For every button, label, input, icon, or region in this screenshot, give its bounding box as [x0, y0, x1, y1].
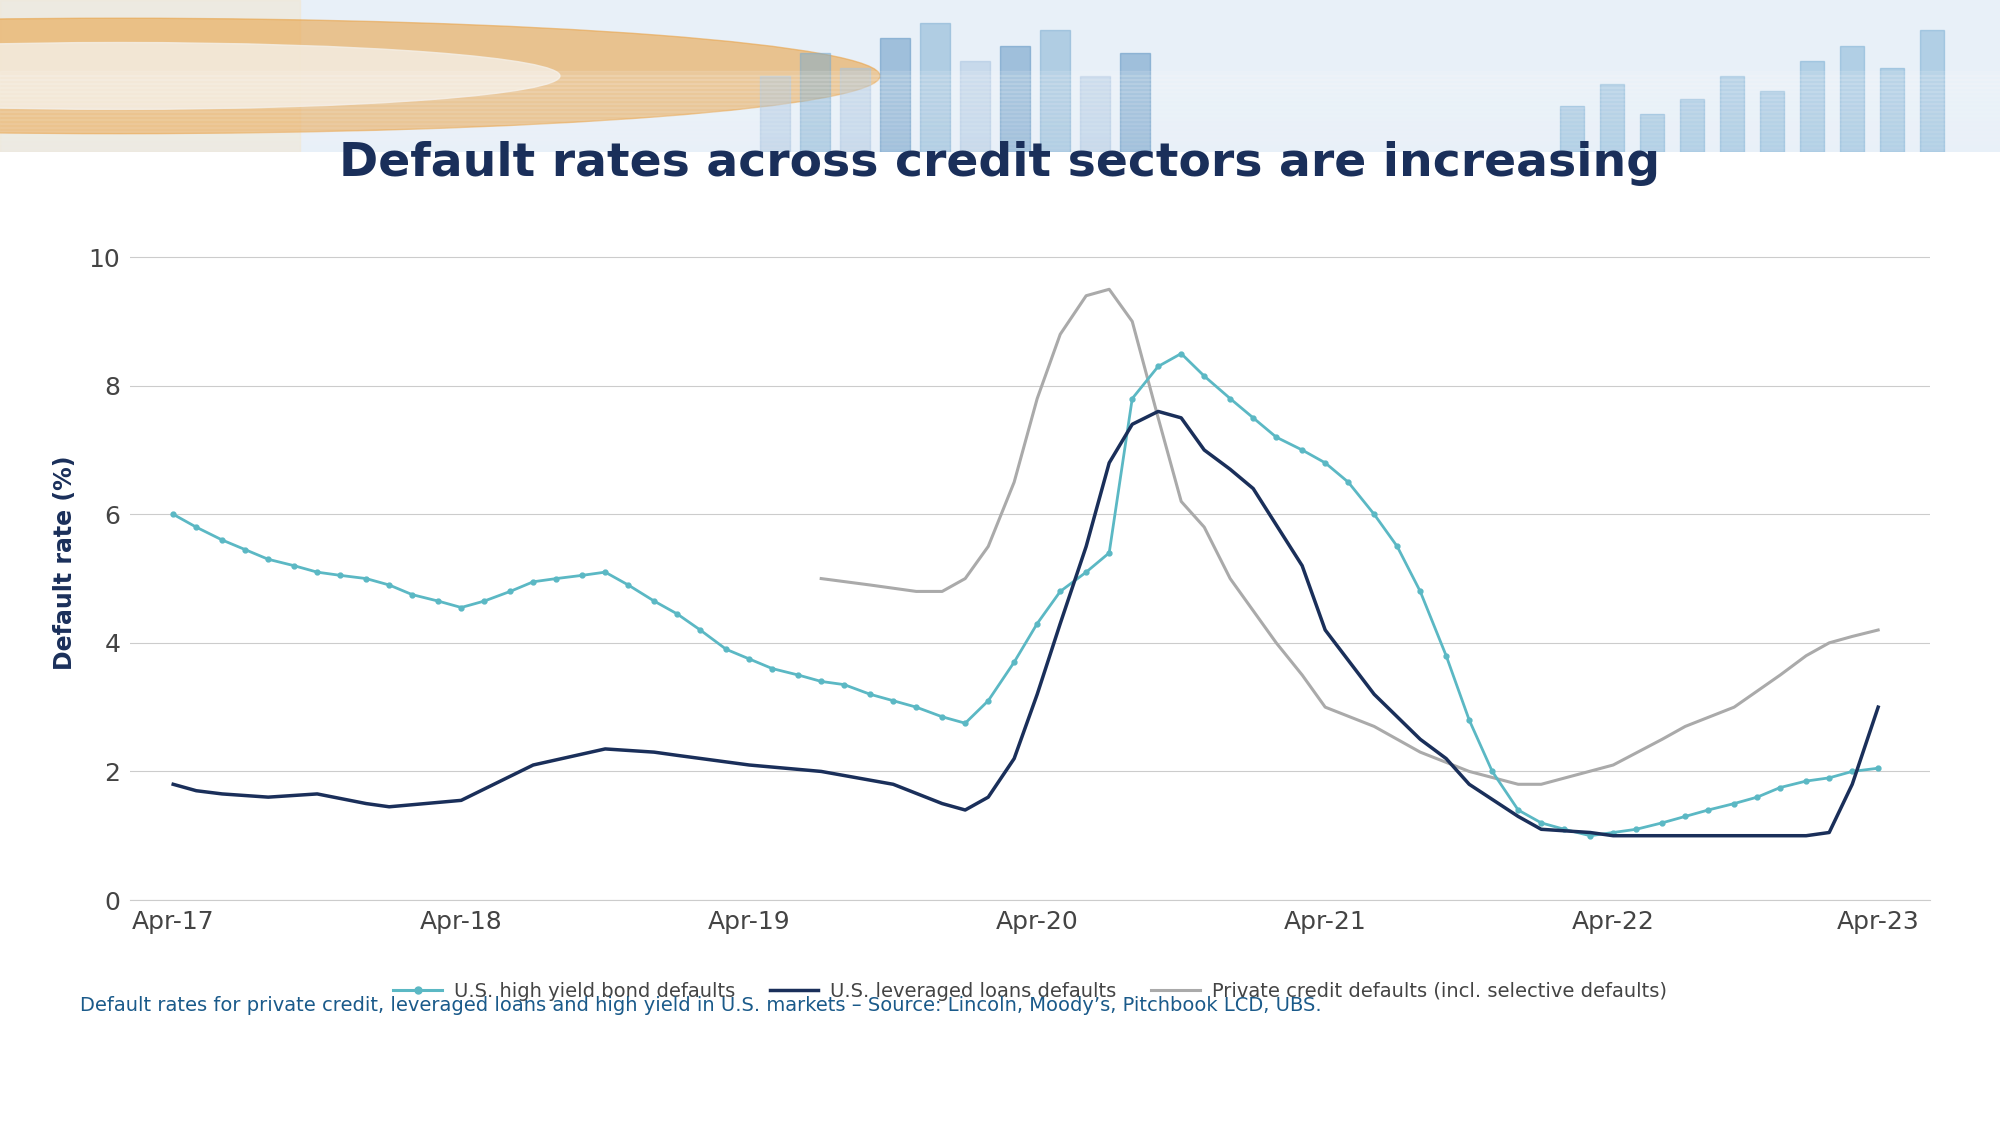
Bar [0, 83, 2000, 88]
Bar [840, 69, 870, 152]
Bar [0, 140, 2000, 144]
Text: Default rates for private credit, leveraged loans and high yield in U.S. markets: Default rates for private credit, levera… [80, 996, 1322, 1015]
Bar [0, 119, 2000, 124]
Bar [1680, 99, 1704, 152]
Bar [0, 143, 2000, 147]
Bar [1600, 83, 1624, 152]
Bar [1840, 45, 1864, 152]
Bar [0, 147, 2000, 152]
Y-axis label: Default rate (%): Default rate (%) [54, 456, 78, 669]
Bar [1040, 30, 1070, 152]
Bar [0, 96, 2000, 100]
Bar [0, 75, 2000, 80]
Bar [0, 80, 2000, 84]
Bar [1760, 91, 1784, 152]
Circle shape [0, 43, 560, 109]
Bar [1800, 61, 1824, 152]
Bar [1720, 76, 1744, 152]
Bar [800, 53, 830, 152]
Bar [1640, 114, 1664, 152]
Bar [0, 135, 2000, 140]
Bar [0, 132, 2000, 136]
Bar [0, 88, 2000, 92]
Bar [1000, 45, 1030, 152]
Bar [0, 0, 300, 152]
Bar [0, 104, 2000, 108]
Circle shape [0, 18, 880, 134]
Bar [1120, 53, 1150, 152]
Legend: U.S. high yield bond defaults, U.S. leveraged loans defaults, Private credit def: U.S. high yield bond defaults, U.S. leve… [386, 974, 1674, 1008]
Bar [0, 111, 2000, 116]
Bar [0, 124, 2000, 128]
Bar [920, 22, 950, 152]
Bar [0, 116, 2000, 120]
Bar [1560, 106, 1584, 152]
Bar [0, 127, 2000, 132]
Bar [760, 76, 790, 152]
Bar [1080, 76, 1110, 152]
Bar [0, 71, 2000, 76]
Bar [1920, 30, 1944, 152]
Bar [880, 38, 910, 152]
Bar [0, 107, 2000, 111]
Bar [1880, 69, 1904, 152]
Bar [0, 91, 2000, 96]
Bar [960, 61, 990, 152]
Bar [0, 99, 2000, 104]
Text: Default rates across credit sectors are increasing: Default rates across credit sectors are … [340, 141, 1660, 186]
